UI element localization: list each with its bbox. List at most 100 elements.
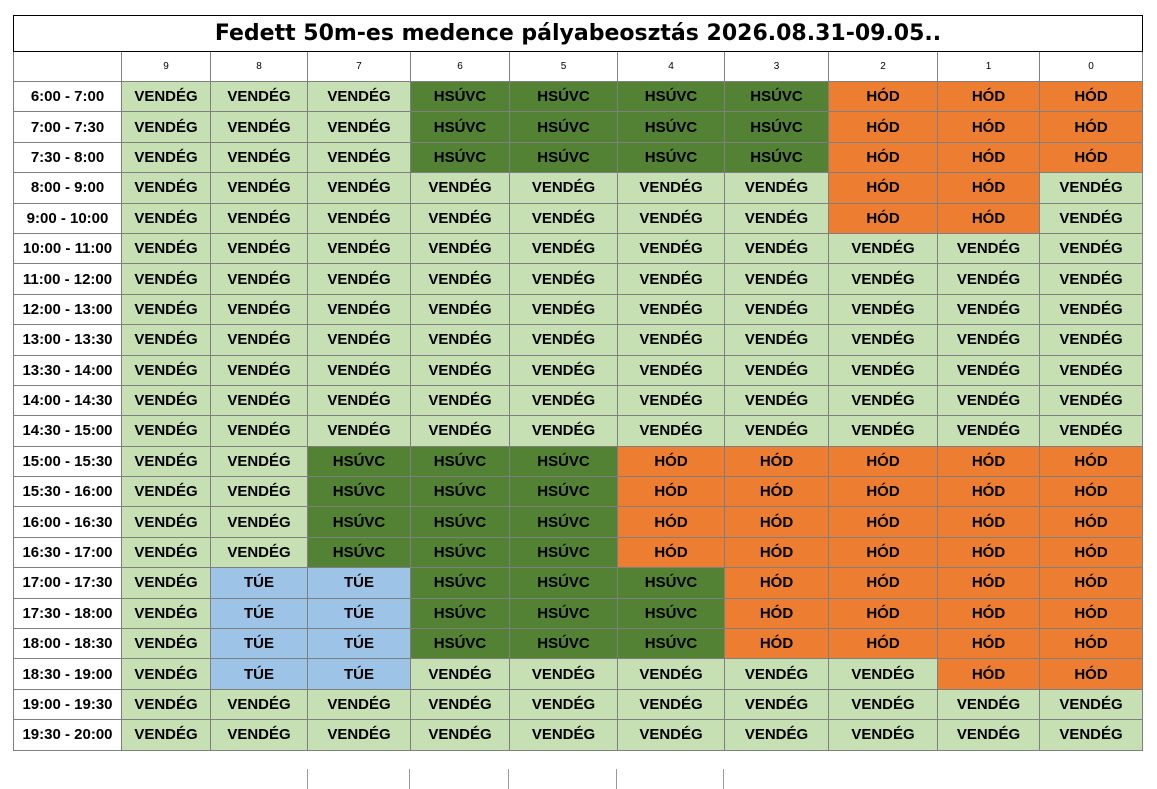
lane-assignment-cell: VENDÉG	[121, 232, 211, 265]
lane-assignment-cell: VENDÉG	[509, 293, 618, 326]
lane-assignment-cell: HSÚVC	[724, 111, 829, 143]
lane-assignment-cell: HÓD	[828, 111, 938, 143]
lane-assignment-cell: HSÚVC	[724, 80, 829, 113]
lane-assignment-cell: HSÚVC	[509, 445, 618, 478]
lane-assignment-cell: VENDÉG	[509, 415, 618, 447]
lane-assignment-cell: HÓD	[828, 567, 938, 599]
time-slot-label: 12:00 - 13:00	[13, 293, 122, 326]
lane-assignment-cell: HSÚVC	[307, 476, 411, 508]
lane-header-1: 1	[937, 51, 1040, 82]
lane-assignment-cell: VENDÉG	[121, 688, 211, 721]
lane-assignment-cell: VENDÉG	[724, 719, 829, 751]
lane-assignment-cell: HÓD	[617, 506, 725, 538]
lane-assignment-cell: VENDÉG	[937, 263, 1040, 295]
lane-header-2: 2	[828, 51, 938, 82]
lane-header-4: 4	[617, 51, 725, 82]
lane-assignment-cell: VENDÉG	[121, 628, 211, 660]
schedule-title: Fedett 50m-es medence pályabeosztás 2026…	[13, 15, 1143, 52]
lane-assignment-cell: HSÚVC	[410, 567, 510, 599]
lane-assignment-cell: VENDÉG	[509, 384, 618, 417]
table-row: 8:00 - 9:00 VENDÉG VENDÉG VENDÉG VENDÉG VENDÉ…	[13, 172, 1143, 204]
lane-assignment-cell: HSÚVC	[410, 141, 510, 174]
lane-assignment-cell: VENDÉG	[509, 232, 618, 265]
lane-assignment-cell: VENDÉG	[410, 658, 510, 690]
table-row: 9:00 - 10:00 VENDÉG VENDÉG VENDÉG VENDÉG VEND…	[13, 202, 1143, 234]
lane-assignment-cell: VENDÉG	[724, 172, 829, 204]
lane-assignment-cell: VENDÉG	[1039, 688, 1143, 721]
lane-assignment-cell: VENDÉG	[509, 172, 618, 204]
lane-assignment-cell: HSÚVC	[509, 476, 618, 508]
lane-assignment-cell: HSÚVC	[410, 628, 510, 660]
lane-assignment-cell: HSÚVC	[509, 506, 618, 538]
time-slot-label: 8:00 - 9:00	[13, 172, 122, 204]
table-row: 19:30 - 20:00 VENDÉG VENDÉG VENDÉG VENDÉG VEN…	[13, 719, 1143, 751]
lane-assignment-cell: VENDÉG	[937, 719, 1040, 751]
lane-assignment-cell: HSÚVC	[617, 567, 725, 599]
lane-assignment-cell: VENDÉG	[121, 567, 211, 599]
lane-assignment-cell: HÓD	[937, 567, 1040, 599]
lane-assignment-cell: VENDÉG	[210, 324, 308, 356]
lane-assignment-cell: VENDÉG	[410, 172, 510, 204]
lane-assignment-cell: VENDÉG	[210, 688, 308, 721]
lane-assignment-cell: TÚE	[210, 567, 308, 599]
time-slot-label: 11:00 - 12:00	[13, 263, 122, 295]
lane-assignment-cell: VENDÉG	[410, 202, 510, 234]
lane-assignment-cell: VENDÉG	[121, 111, 211, 143]
lane-assignment-cell: HSÚVC	[617, 80, 725, 113]
lane-assignment-cell: VENDÉG	[121, 445, 211, 478]
lane-assignment-cell: VENDÉG	[724, 688, 829, 721]
time-slot-label: 18:30 - 19:00	[13, 658, 122, 690]
lane-assignment-cell: VENDÉG	[724, 354, 829, 386]
lane-assignment-cell: VENDÉG	[937, 415, 1040, 447]
lane-assignment-cell: VENDÉG	[210, 506, 308, 538]
lane-assignment-cell: VENDÉG	[210, 202, 308, 234]
lane-assignment-cell: HÓD	[1039, 506, 1143, 538]
lane-assignment-cell: HÓD	[724, 628, 829, 660]
lane-assignment-cell: VENDÉG	[1039, 202, 1143, 234]
lane-assignment-cell: VENDÉG	[210, 141, 308, 174]
lane-assignment-cell: VENDÉG	[1039, 354, 1143, 386]
lane-assignment-cell: VENDÉG	[210, 719, 308, 751]
lane-assignment-cell: VENDÉG	[210, 415, 308, 447]
lane-assignment-cell: HSÚVC	[410, 536, 510, 569]
lane-assignment-cell: VENDÉG	[937, 688, 1040, 721]
lane-assignment-cell: VENDÉG	[121, 506, 211, 538]
lane-assignment-cell: HSÚVC	[509, 536, 618, 569]
lane-assignment-cell: VENDÉG	[724, 324, 829, 356]
lane-assignment-cell: VENDÉG	[617, 293, 725, 326]
lane-assignment-cell: HÓD	[937, 628, 1040, 660]
lane-assignment-cell: HSÚVC	[617, 597, 725, 630]
time-slot-label: 7:30 - 8:00	[13, 141, 122, 174]
lane-assignment-cell: VENDÉG	[1039, 324, 1143, 356]
lane-assignment-cell: VENDÉG	[1039, 719, 1143, 751]
lane-assignment-cell: VENDÉG	[210, 232, 308, 265]
lane-assignment-cell: HSÚVC	[410, 445, 510, 478]
lane-assignment-cell: VENDÉG	[410, 324, 510, 356]
lane-assignment-cell: HÓD	[937, 111, 1040, 143]
lane-assignment-cell: VENDÉG	[121, 658, 211, 690]
lane-header-6: 6	[410, 51, 510, 82]
lane-assignment-cell: HSÚVC	[410, 597, 510, 630]
lane-assignment-cell: VENDÉG	[121, 263, 211, 295]
lane-assignment-cell: VENDÉG	[307, 293, 411, 326]
lane-assignment-cell: HÓD	[828, 202, 938, 234]
gridline-tail	[616, 769, 617, 789]
lane-assignment-cell: VENDÉG	[828, 719, 938, 751]
lane-assignment-cell: HÓD	[828, 536, 938, 569]
lane-assignment-cell: HÓD	[724, 597, 829, 630]
lane-assignment-cell: HSÚVC	[509, 628, 618, 660]
time-slot-label: 15:00 - 15:30	[13, 445, 122, 478]
lane-assignment-cell: HSÚVC	[509, 80, 618, 113]
lane-assignment-cell: VENDÉG	[307, 80, 411, 113]
lane-assignment-cell: HÓD	[1039, 628, 1143, 660]
time-slot-label: 10:00 - 11:00	[13, 232, 122, 265]
lane-assignment-cell: VENDÉG	[307, 384, 411, 417]
lane-assignment-cell: TÚE	[210, 597, 308, 630]
lane-assignment-cell: VENDÉG	[509, 202, 618, 234]
lane-assignment-cell: VENDÉG	[121, 597, 211, 630]
lane-assignment-cell: HSÚVC	[307, 445, 411, 478]
table-row: 7:00 - 7:30 VENDÉG VENDÉG VENDÉG HSÚVC HSÚVC H…	[13, 111, 1143, 143]
lane-assignment-cell: VENDÉG	[828, 324, 938, 356]
lane-assignment-cell: HÓD	[828, 506, 938, 538]
lane-header-8: 8	[210, 51, 308, 82]
